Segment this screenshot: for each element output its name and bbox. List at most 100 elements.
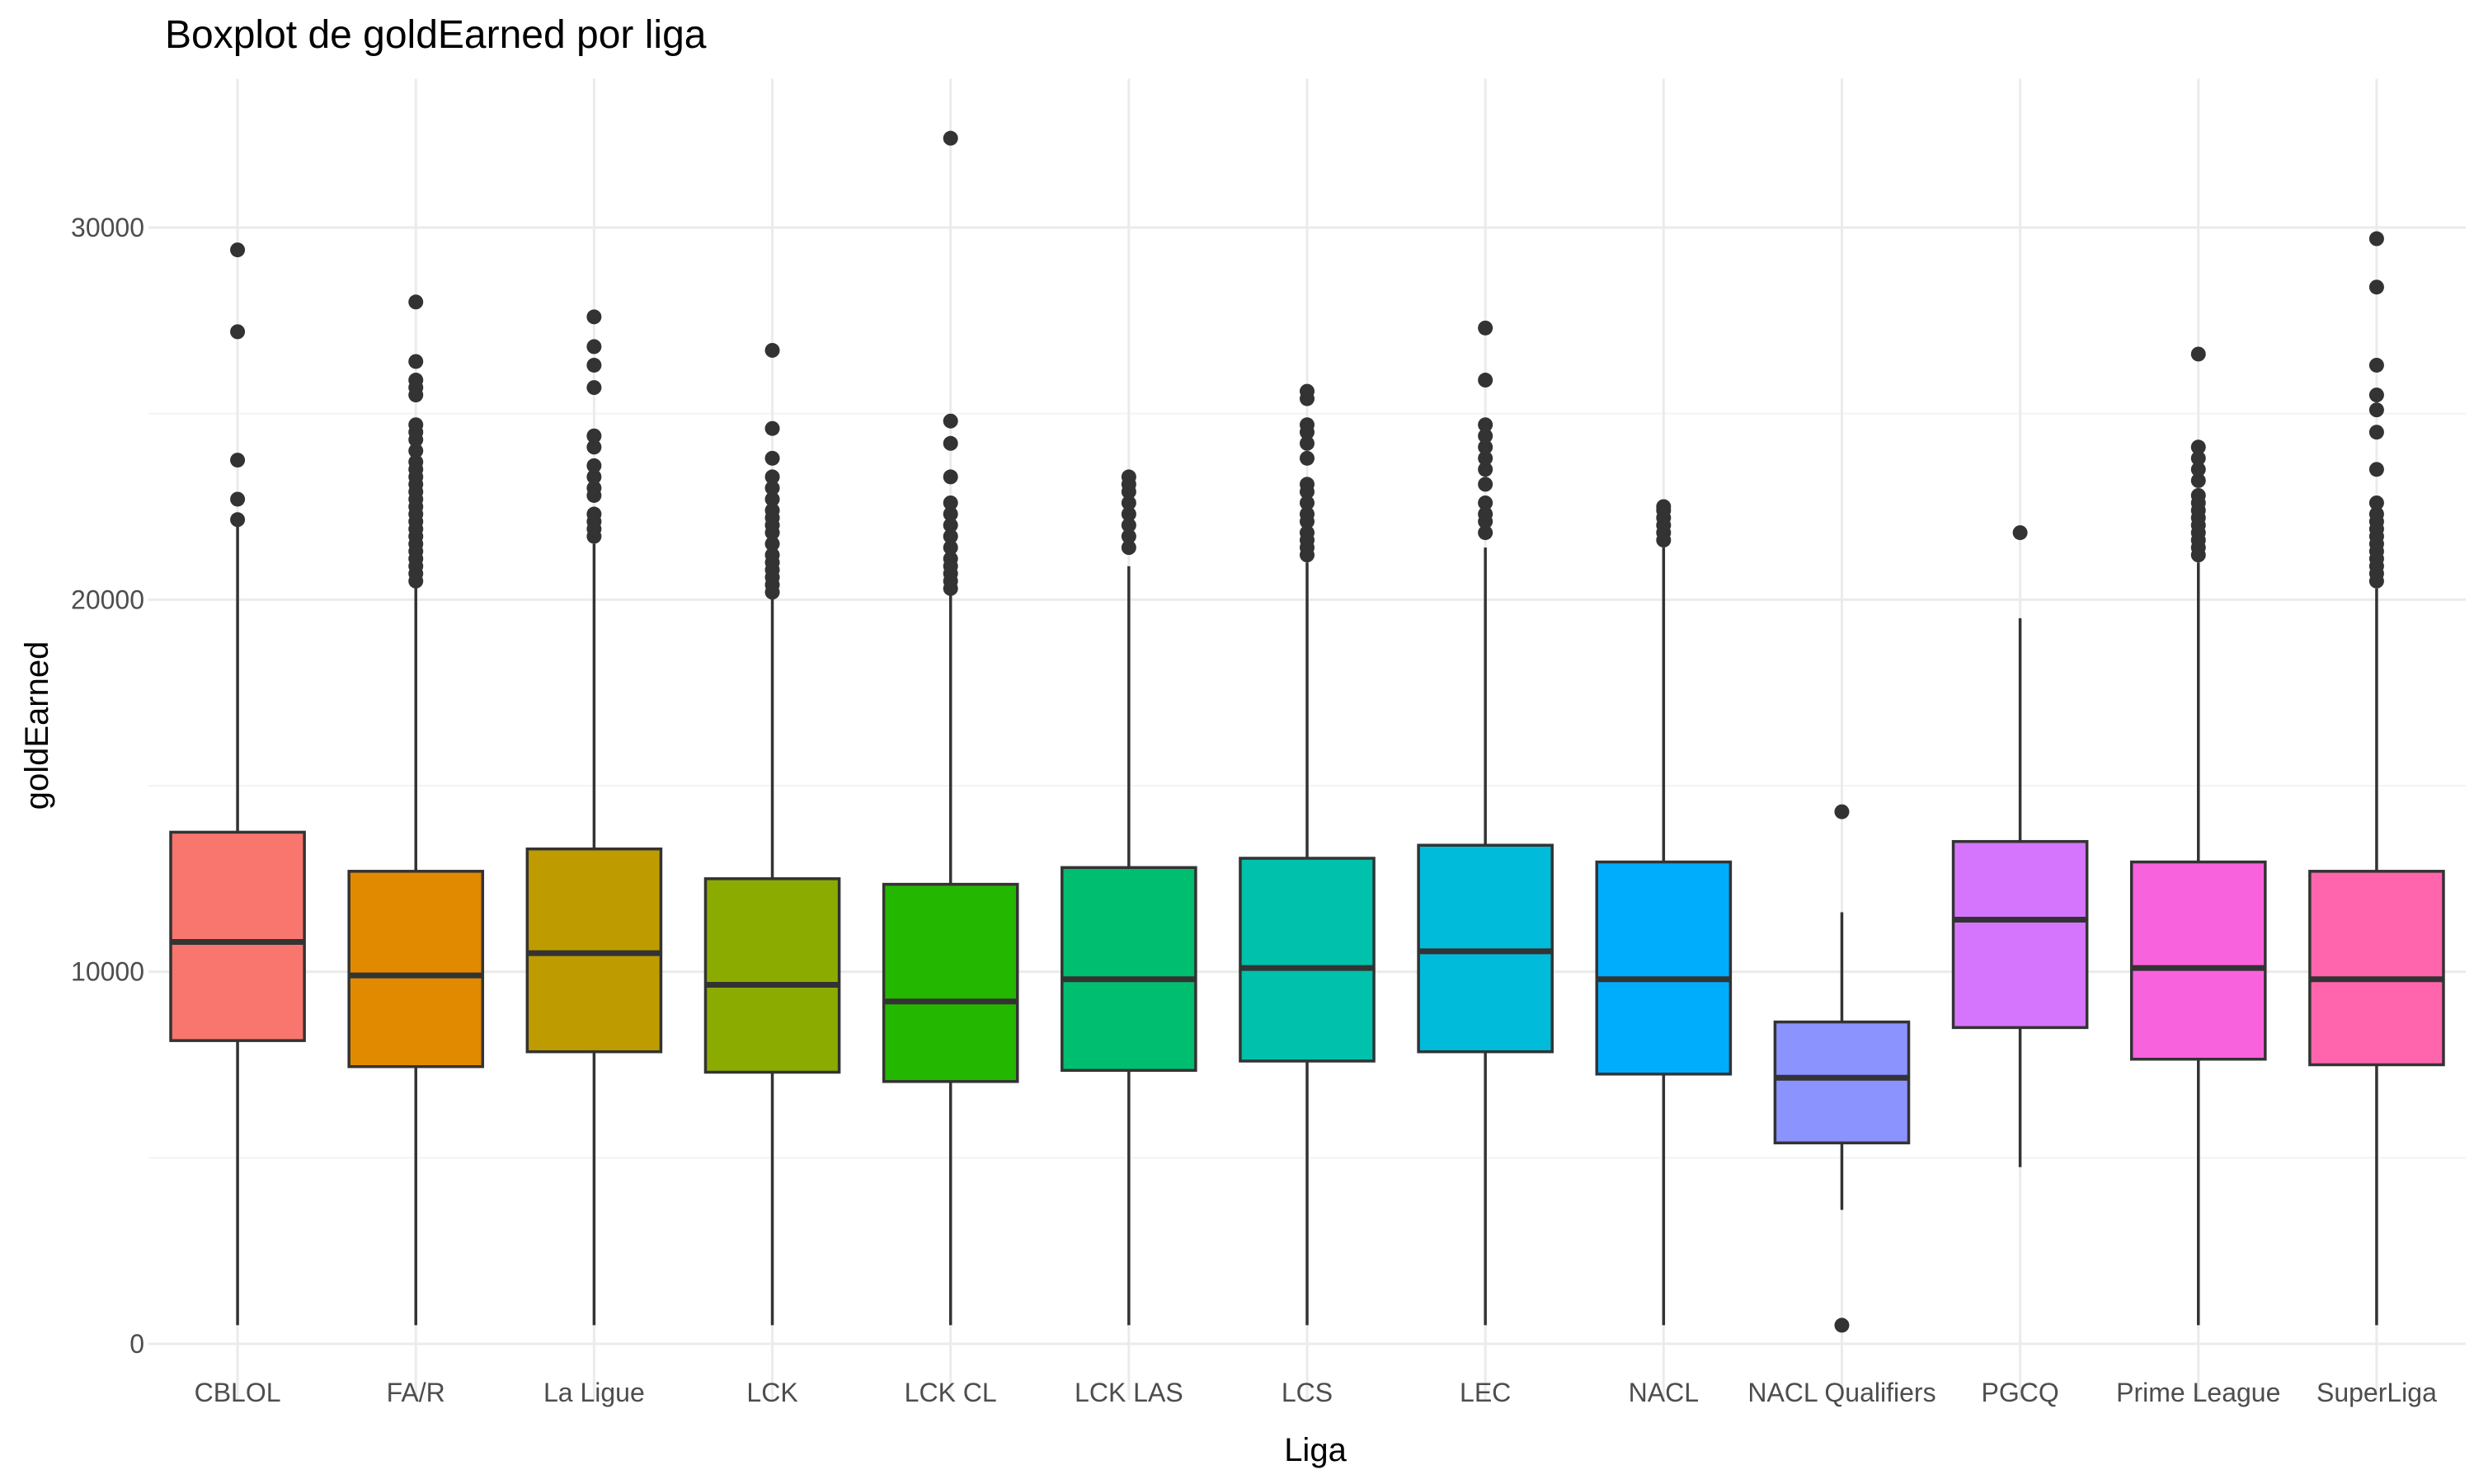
outlier-point [586,506,602,522]
outlier-point [1478,462,1493,477]
outlier-point [1478,495,1493,510]
x-tick-label: LCK [746,1378,797,1407]
outlier-point [1300,417,1315,433]
x-axis-title: Liga [1284,1432,1347,1468]
outlier-point [943,540,958,556]
outlier-point [2368,387,2384,403]
x-tick-label: LCS [1282,1378,1333,1407]
y-tick-label: 10000 [71,957,144,987]
box-group [169,242,306,1326]
outlier-point [1121,469,1136,485]
box-iqr [1595,860,1733,1076]
box-iqr [1773,1020,1911,1145]
outlier-point [1121,495,1136,510]
outlier-point [764,536,780,552]
outlier-point [943,435,958,451]
outlier-point [2368,402,2384,418]
box-group [2129,346,2267,1326]
outlier-point [1478,439,1493,455]
outlier-point [586,439,602,455]
outlier-point [586,469,602,485]
outlier-point [764,480,780,495]
outlier-point [230,453,246,468]
outlier-point [408,294,424,310]
outlier-point [1834,804,1850,819]
outlier-point [408,443,424,458]
outlier-point [1300,450,1315,466]
outlier-point [2190,487,2206,503]
outlier-point [943,130,958,146]
chart-title: Boxplot de goldEarned por liga [165,13,707,57]
x-tick-label: LCK LAS [1075,1378,1183,1407]
outlier-point [1834,1317,1850,1333]
box-group [1239,383,1376,1326]
outlier-point [586,458,602,473]
outlier-point [2012,525,2028,541]
box-iqr [1061,866,1197,1073]
outlier-point [764,342,780,358]
box-group [1595,499,1733,1326]
box-iqr [1239,857,1376,1063]
y-tick-label: 30000 [71,213,144,242]
x-tick-label: FA/R [387,1378,445,1407]
outlier-point [1121,540,1136,556]
outlier-point [1478,428,1493,444]
box-group [703,342,841,1326]
x-tick-label: LEC [1460,1378,1511,1407]
outlier-point [1478,450,1493,466]
x-tick-label: NACL [1629,1378,1699,1407]
outlier-point [764,469,780,485]
outlier-point [230,324,246,340]
outlier-point [408,454,424,470]
x-tick-label: La Ligue [543,1378,645,1407]
box-iqr [347,870,485,1068]
outlier-point [1300,477,1315,492]
outlier-point [943,469,958,485]
boxes-layer [169,130,2445,1333]
outlier-point [1300,525,1315,541]
box-group [525,309,663,1326]
outlier-point [1478,506,1493,522]
outlier-point [764,420,780,436]
x-tick-label: Prime League [2116,1378,2280,1407]
outlier-point [586,380,602,396]
outlier-point [943,528,958,544]
outlier-point [2368,231,2384,247]
outlier-point [1478,320,1493,336]
outlier-point [943,506,958,522]
outlier-point [1478,373,1493,388]
outlier-point [408,354,424,369]
outlier-point [1300,495,1315,510]
outlier-point [230,242,246,258]
x-tick-label: LCK CL [905,1378,997,1407]
outlier-point [2368,506,2384,522]
outlier-point [943,413,958,429]
outlier-point [1478,477,1493,492]
outlier-point [1656,499,1672,514]
outlier-point [586,480,602,495]
outlier-point [764,491,780,507]
outlier-point [1478,525,1493,541]
outlier-point [2368,357,2384,373]
box-group [1951,525,2089,1167]
outlier-point [764,503,780,519]
outlier-point [1300,506,1315,522]
outlier-point [408,417,424,433]
box-iqr [169,830,306,1042]
outlier-point [2368,425,2384,440]
outlier-point [1300,383,1315,399]
outlier-point [408,373,424,388]
outlier-point [943,518,958,533]
outlier-point [2190,472,2206,488]
outlier-point [586,428,602,444]
outlier-point [943,495,958,510]
outlier-point [2190,346,2206,362]
outlier-point [2368,462,2384,477]
outlier-point [586,339,602,355]
box-group [2308,231,2445,1326]
x-tick-label: NACL Qualifiers [1747,1378,1935,1407]
outlier-point [764,450,780,466]
x-tick-label: SuperLiga [2316,1378,2437,1407]
outlier-point [1121,528,1136,544]
